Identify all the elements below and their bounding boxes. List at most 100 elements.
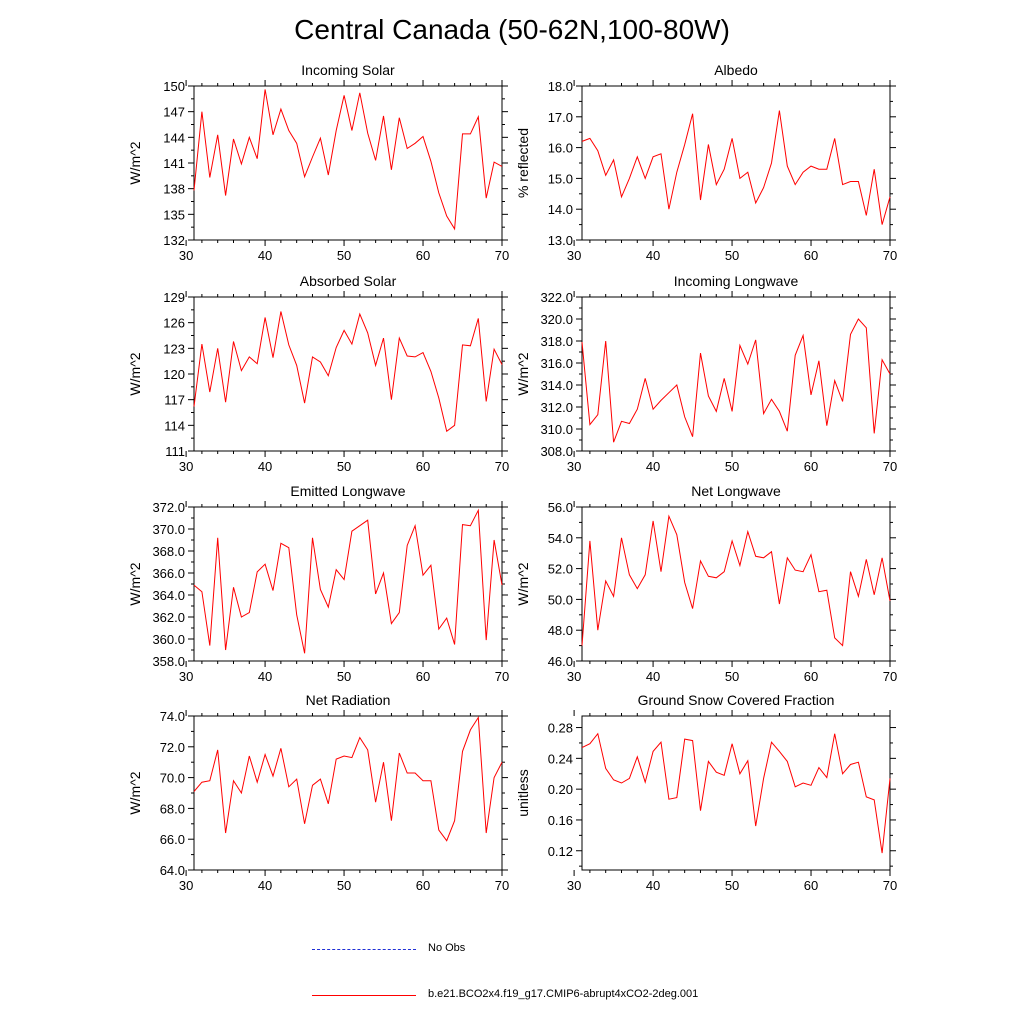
panel-8-ylabel: unitless xyxy=(515,769,531,816)
panel-7-ytick-label: 74.0 xyxy=(160,709,185,724)
panel-3-xtick-label: 60 xyxy=(416,459,430,474)
panel-6-ytick-label: 48.0 xyxy=(548,623,573,638)
legend-line-no-obs xyxy=(312,949,416,950)
panel-2-ylabel: % reflected xyxy=(515,128,531,198)
panel-4-xtick-label: 50 xyxy=(725,459,739,474)
panel-3-ytick-label: 123 xyxy=(163,341,185,356)
panel-5-xtick-label: 70 xyxy=(495,669,509,684)
panel-7-xtick-label: 70 xyxy=(495,878,509,893)
panel-1-ylabel: W/m^2 xyxy=(127,141,143,184)
page-title: Central Canada (50-62N,100-80W) xyxy=(294,14,730,45)
panel-3: 30 40 50 60 70 111 114 117 120 123 126 129 Absorbed … xyxy=(127,273,509,474)
panel-3-ytick-label: 126 xyxy=(163,316,185,331)
panel-4-xtick-label: 60 xyxy=(804,459,818,474)
panel-8-ytick-label: 0.16 xyxy=(548,813,573,828)
panel-5-xtick-label: 60 xyxy=(416,669,430,684)
panel-4-ytick-label: 314.0 xyxy=(540,378,573,393)
panel-7: 30 40 50 60 70 64.0 66.0 68.0 70.0 72.0 74.0 Net Ra… xyxy=(127,692,509,893)
panel-2: 30 40 50 60 70 13.0 14.0 15.0 16.0 17.0 18.0 Albedo… xyxy=(515,62,897,263)
panel-5-title: Emitted Longwave xyxy=(290,483,405,499)
panel-6-ytick-label: 50.0 xyxy=(548,592,573,607)
panel-1-ytick-label: 150 xyxy=(163,79,185,94)
panel-6-series-line xyxy=(581,514,891,647)
panel-5-series-line xyxy=(193,508,503,654)
panel-7-xtick-label: 50 xyxy=(337,878,351,893)
panel-8-xtick-label: 30 xyxy=(567,878,581,893)
panel-4-ytick-label: 308.0 xyxy=(540,444,573,459)
panel-2-title: Albedo xyxy=(714,62,758,78)
panel-4-ytick-label: 318.0 xyxy=(540,334,573,349)
panel-5-ytick-label: 368.0 xyxy=(152,544,185,559)
panel-8-title: Ground Snow Covered Fraction xyxy=(638,692,835,708)
panel-5-xtick-label: 40 xyxy=(258,669,272,684)
panel-7-xtick-label: 30 xyxy=(179,878,193,893)
panel-6-ytick-label: 46.0 xyxy=(548,654,573,669)
panel-3-xtick-label: 40 xyxy=(258,459,272,474)
panel-2-frame xyxy=(581,85,891,241)
panel-8-series-line xyxy=(581,732,891,854)
panel-4-ylabel: W/m^2 xyxy=(515,352,531,395)
panel-8-ytick-label: 0.20 xyxy=(548,782,573,797)
panel-6-xtick-label: 60 xyxy=(804,669,818,684)
panel-5-ytick-label: 370.0 xyxy=(152,522,185,537)
panel-8-ytick-label: 0.28 xyxy=(548,721,573,736)
panel-6: 30 40 50 60 70 46.0 48.0 50.0 52.0 54.0 56.0 Net Lo… xyxy=(515,483,897,684)
panel-4-xtick-label: 30 xyxy=(567,459,581,474)
panel-1-series-line xyxy=(193,89,503,231)
panel-6-title: Net Longwave xyxy=(691,483,781,499)
panel-2-ytick-label: 18.0 xyxy=(548,79,573,94)
panel-2-xtick-label: 50 xyxy=(725,248,739,263)
panel-4-xtick-label: 40 xyxy=(646,459,660,474)
panel-1-ytick-label: 147 xyxy=(163,105,185,120)
panel-6-ylabel: W/m^2 xyxy=(515,562,531,605)
panel-8-ytick-label: 0.24 xyxy=(548,751,573,766)
panel-4: 30 40 50 60 70 308.0 310.0 312.0 314.0 316.0 318.0… xyxy=(515,273,897,474)
panel-7-ytick-label: 66.0 xyxy=(160,832,185,847)
panel-3-xtick-label: 30 xyxy=(179,459,193,474)
panel-6-xtick-label: 50 xyxy=(725,669,739,684)
panel-3-ytick-label: 111 xyxy=(165,444,185,459)
panel-2-xtick-label: 70 xyxy=(883,248,897,263)
panel-2-ytick-label: 17.0 xyxy=(548,110,573,125)
panel-6-ytick-label: 54.0 xyxy=(548,531,573,546)
panel-7-series-line xyxy=(193,715,503,842)
panel-6-xtick-label: 70 xyxy=(883,669,897,684)
panel-1-xtick-label: 60 xyxy=(416,248,430,263)
panel-7-ytick-label: 68.0 xyxy=(160,801,185,816)
panel-7-ytick-label: 64.0 xyxy=(160,863,185,878)
panel-8: 30 40 50 60 70 0.12 0.16 0.20 0.24 0.28 Ground Sno… xyxy=(515,692,897,893)
panel-1-xtick-label: 40 xyxy=(258,248,272,263)
panel-2-xtick-label: 60 xyxy=(804,248,818,263)
legend-label-no-obs: No Obs xyxy=(428,942,466,954)
panel-5-frame xyxy=(193,506,503,662)
panel-2-xtick-label: 40 xyxy=(646,248,660,263)
panel-8-xtick-label: 60 xyxy=(804,878,818,893)
panel-6-xtick-label: 40 xyxy=(646,669,660,684)
panel-1-ytick-label: 135 xyxy=(163,207,185,222)
panel-1-ytick-label: 144 xyxy=(163,130,185,145)
panel-3-series-line xyxy=(193,311,503,433)
panel-1-ytick-label: 138 xyxy=(163,182,185,197)
legend-label-model: b.e21.BCO2x4.f19_g17.CMIP6-abrupt4xCO2-2… xyxy=(428,988,699,1000)
panel-3-title: Absorbed Solar xyxy=(300,273,397,289)
panel-4-title: Incoming Longwave xyxy=(674,273,799,289)
panel-5-ylabel: W/m^2 xyxy=(127,562,143,605)
panel-4-xtick-label: 70 xyxy=(883,459,897,474)
panel-5-ytick-label: 372.0 xyxy=(152,500,185,515)
panel-7-ytick-label: 72.0 xyxy=(160,740,185,755)
panel-3-frame xyxy=(193,296,503,452)
panel-5-ytick-label: 360.0 xyxy=(152,632,185,647)
panel-5-xtick-label: 30 xyxy=(179,669,193,684)
panel-2-series-line xyxy=(581,110,891,225)
legend-line-model xyxy=(312,995,416,996)
panel-3-ytick-label: 114 xyxy=(164,418,185,433)
panel-6-ytick-label: 56.0 xyxy=(548,500,573,515)
panel-1-xtick-label: 30 xyxy=(179,248,193,263)
panel-3-xtick-label: 70 xyxy=(495,459,509,474)
panel-3-ytick-label: 129 xyxy=(163,290,185,305)
panel-6-ytick-label: 52.0 xyxy=(548,562,573,577)
panel-5: 30 40 50 60 70 358.0 360.0 362.0 364.0 366.0 368.0… xyxy=(127,483,509,684)
panel-7-title: Net Radiation xyxy=(306,692,391,708)
panel-2-ytick-label: 15.0 xyxy=(548,171,573,186)
